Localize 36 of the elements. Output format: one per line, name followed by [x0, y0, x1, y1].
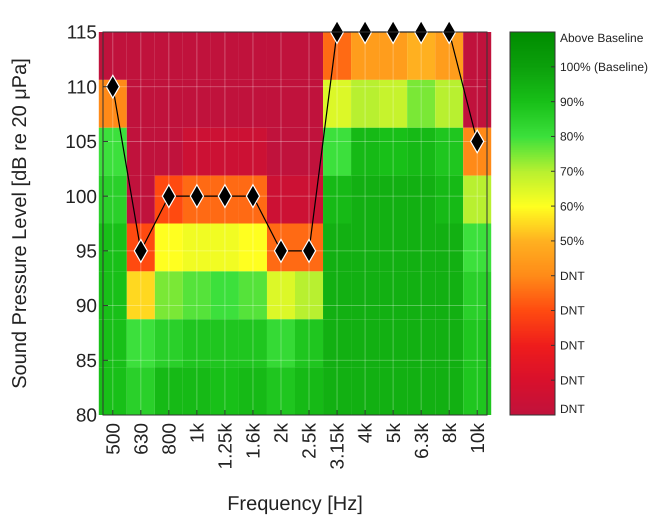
color-bar-label: 80%	[560, 130, 584, 144]
x-tick-label: 1k	[188, 422, 209, 444]
x-tick-label: 8k	[440, 422, 461, 444]
x-tick-label: 500	[103, 423, 124, 455]
x-tick-label: 10k	[468, 422, 489, 454]
y-axis-title: Sound Pressure Level [dB re 20 μPa]	[9, 58, 31, 389]
x-tick-label: 1.25k	[216, 422, 237, 470]
color-bar-label: DNT	[560, 338, 586, 353]
y-tick-label: 80	[76, 406, 97, 427]
color-bar-label: DNT	[560, 304, 586, 318]
x-tick-label: 1.6k	[244, 422, 265, 459]
x-axis-title: Frequency [Hz]	[227, 493, 363, 515]
y-tick-label: 100	[65, 186, 97, 208]
color-bar-label: DNT	[560, 268, 586, 283]
color-bar-label: 70%	[560, 164, 584, 178]
x-tick-label: 6.3k	[412, 422, 433, 459]
color-bar-label: DNT	[560, 402, 586, 416]
y-tick-label: 115	[66, 22, 97, 44]
x-tick-label: 5k	[384, 422, 405, 444]
x-tick-label: 2.5k	[300, 422, 321, 459]
color-bar-label: Above Baseline	[560, 31, 644, 46]
x-tick-label: 4k	[356, 422, 377, 444]
x-tick-label: 2k	[272, 422, 293, 444]
x-tick-label: 3.15k	[328, 422, 349, 470]
color-bar-label: 60%	[560, 199, 584, 214]
x-tick-label: 800	[160, 423, 181, 455]
y-tick-label: 95	[76, 242, 97, 263]
x-tick-label: 630	[131, 423, 152, 455]
y-tick-label: 85	[76, 350, 97, 372]
color-bar-label: 100% (Baseline)	[560, 60, 648, 74]
y-tick-label: 110	[66, 77, 97, 98]
color-bar-label: DNT	[560, 373, 586, 388]
y-tick-label: 105	[65, 132, 97, 154]
color-bar-label: 50%	[560, 234, 584, 248]
y-tick-label: 90	[76, 296, 97, 318]
color-bar-label: 90%	[560, 94, 584, 109]
